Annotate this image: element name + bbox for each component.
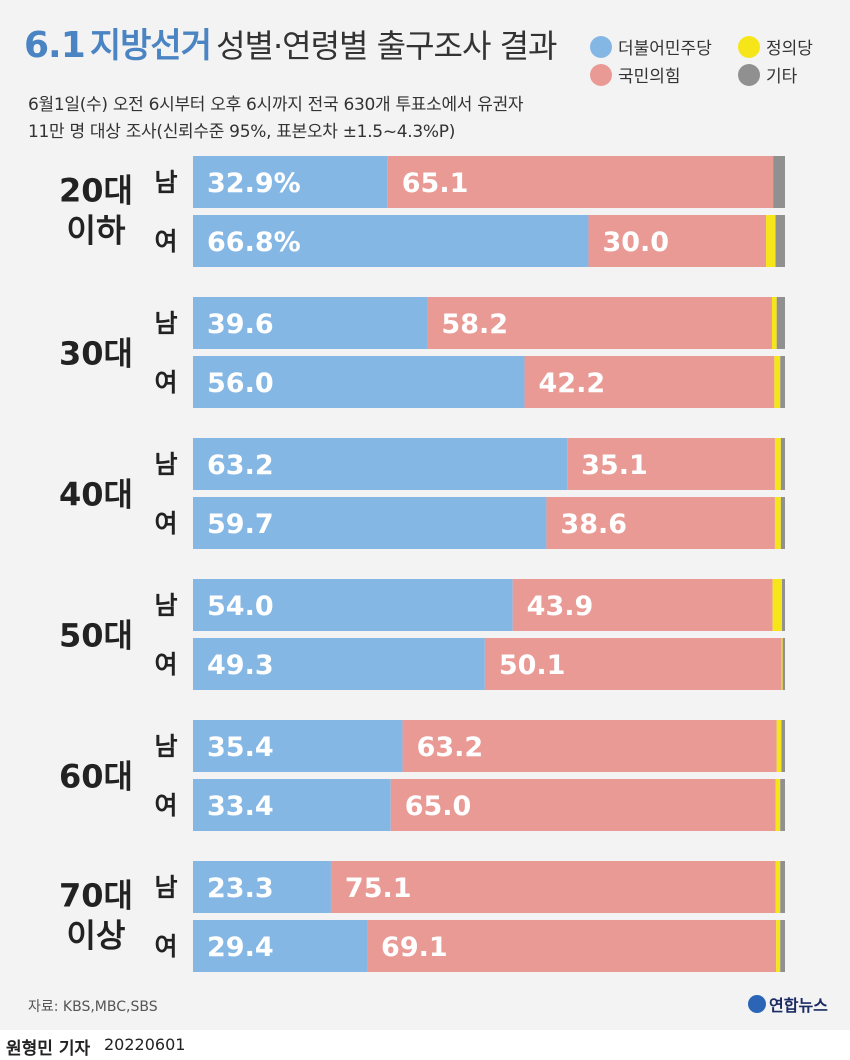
data-label-ppp: 58.2 bbox=[441, 309, 508, 340]
gender-label: 남 bbox=[154, 450, 177, 479]
gender-label: 남 bbox=[154, 732, 177, 761]
data-label-democratic: 59.7 bbox=[207, 509, 274, 540]
bar-segment-other bbox=[780, 779, 785, 831]
bar-segment-justice bbox=[777, 720, 782, 772]
publish-date: 20220601 bbox=[104, 1035, 185, 1054]
bar-segment-other bbox=[780, 356, 785, 408]
gender-label: 남 bbox=[154, 873, 177, 902]
data-label-democratic: 54.0 bbox=[207, 591, 274, 622]
bar-segment-other bbox=[781, 497, 785, 549]
bar-segment-justice bbox=[776, 861, 781, 913]
data-label-democratic: 66.8% bbox=[207, 227, 301, 258]
reporter-name: 원형민 기자 bbox=[6, 1034, 90, 1059]
data-label-ppp: 38.6 bbox=[560, 509, 627, 540]
data-label-democratic: 39.6 bbox=[207, 309, 274, 340]
bar-segment-other bbox=[776, 215, 785, 267]
bar-segment-justice bbox=[781, 638, 782, 690]
age-label-sub: 이상 bbox=[67, 917, 126, 955]
bar-segment-other bbox=[782, 579, 785, 631]
age-label: 60대 bbox=[59, 758, 133, 796]
data-label-ppp: 30.0 bbox=[602, 227, 669, 258]
data-label-ppp: 65.1 bbox=[402, 168, 469, 199]
age-label-sub: 이하 bbox=[67, 212, 126, 250]
bar-segment-justice bbox=[775, 438, 781, 490]
bar-segment-justice bbox=[776, 779, 781, 831]
gender-label: 남 bbox=[154, 309, 177, 338]
byline-bar: 원형민 기자 20220601 bbox=[0, 1030, 850, 1060]
bar-segment-other bbox=[777, 297, 785, 349]
bar-segment-justice bbox=[772, 297, 777, 349]
age-label: 50대 bbox=[59, 617, 133, 655]
gender-label: 여 bbox=[154, 791, 177, 820]
source-note: 자료: KBS,MBC,SBS bbox=[28, 996, 158, 1016]
gender-label: 남 bbox=[154, 168, 177, 197]
data-label-democratic: 32.9% bbox=[207, 168, 301, 199]
data-label-democratic: 33.4 bbox=[207, 791, 274, 822]
bar-segment-justice bbox=[773, 579, 782, 631]
gender-label: 여 bbox=[154, 650, 177, 679]
data-label-ppp: 65.0 bbox=[405, 791, 472, 822]
age-label: 20대 bbox=[59, 172, 133, 210]
gender-label: 남 bbox=[154, 591, 177, 620]
bar-segment-justice bbox=[775, 497, 781, 549]
yonhap-logo: 연합뉴스 bbox=[748, 992, 828, 1016]
bar-segment-justice bbox=[774, 356, 780, 408]
gender-label: 여 bbox=[154, 368, 177, 397]
bar-segment-other bbox=[773, 156, 785, 208]
data-label-democratic: 49.3 bbox=[207, 650, 274, 681]
bar-segment-other bbox=[780, 920, 785, 972]
age-label: 30대 bbox=[59, 335, 133, 373]
age-label: 40대 bbox=[59, 476, 133, 514]
data-label-ppp: 35.1 bbox=[581, 450, 648, 481]
age-label: 70대 bbox=[59, 877, 133, 915]
gender-label: 여 bbox=[154, 509, 177, 538]
data-label-democratic: 23.3 bbox=[207, 873, 274, 904]
data-label-democratic: 35.4 bbox=[207, 732, 274, 763]
gender-label: 여 bbox=[154, 932, 177, 961]
bar-segment-other bbox=[781, 720, 785, 772]
data-label-ppp: 75.1 bbox=[345, 873, 412, 904]
yonhap-logo-text: 연합뉴스 bbox=[769, 996, 828, 1015]
yonhap-logo-icon bbox=[748, 995, 766, 1013]
bar-segment-other bbox=[783, 638, 785, 690]
data-label-ppp: 63.2 bbox=[417, 732, 484, 763]
bar-segment-other bbox=[781, 438, 785, 490]
data-label-democratic: 29.4 bbox=[207, 932, 274, 963]
data-label-democratic: 56.0 bbox=[207, 368, 274, 399]
bar-segment-justice bbox=[776, 920, 780, 972]
data-label-ppp: 50.1 bbox=[499, 650, 566, 681]
bar-segment-other bbox=[780, 861, 785, 913]
bar-segment-justice bbox=[766, 215, 775, 267]
gender-label: 여 bbox=[154, 227, 177, 256]
data-label-democratic: 63.2 bbox=[207, 450, 274, 481]
data-label-ppp: 43.9 bbox=[527, 591, 594, 622]
data-label-ppp: 42.2 bbox=[539, 368, 606, 399]
data-label-ppp: 69.1 bbox=[381, 932, 448, 963]
